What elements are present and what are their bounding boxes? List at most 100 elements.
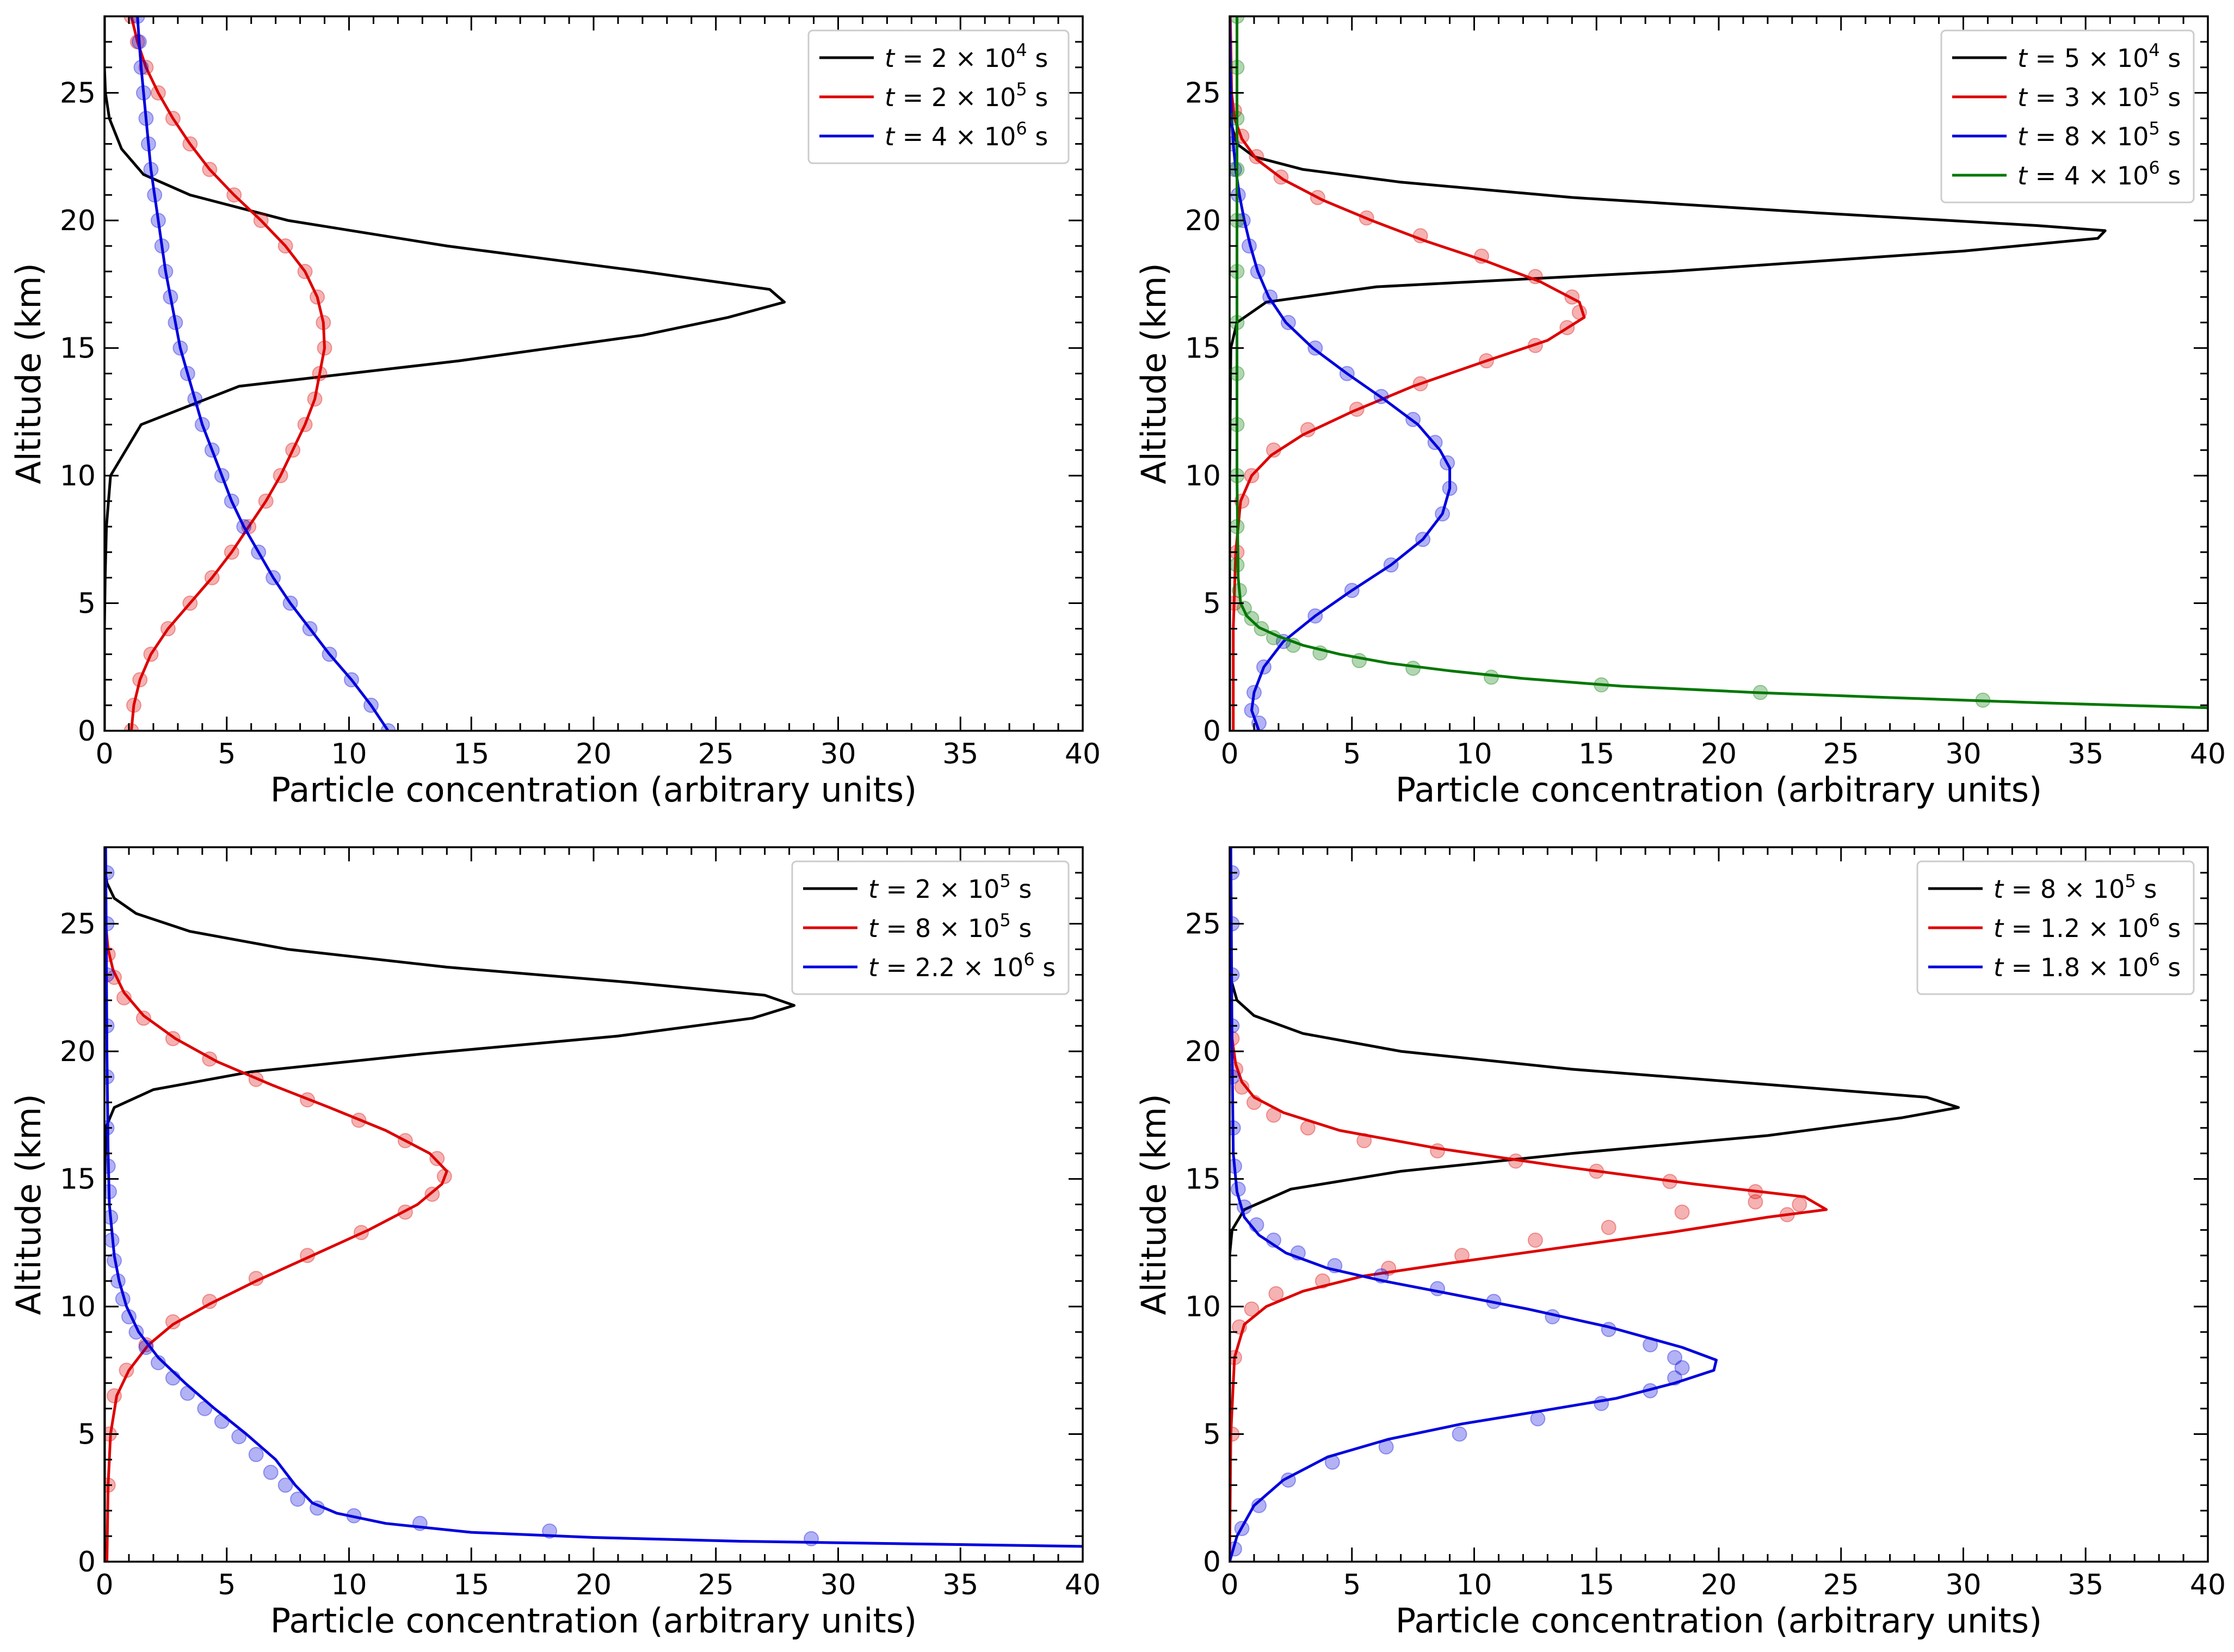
legend-unit: s	[1011, 874, 1032, 904]
series-line	[1230, 847, 1960, 1562]
series-line	[104, 847, 1083, 1548]
y-tick-label: 25	[60, 908, 96, 941]
x-tick-label: 40	[2190, 1569, 2226, 1601]
series-2	[1230, 16, 1587, 731]
legend-base: = 5 × 10	[2027, 44, 2149, 73]
legend-exp: 6	[1016, 118, 1027, 139]
legend-unit: s	[1035, 953, 1056, 982]
legend-label: t = 8 × 105 s	[2017, 118, 2181, 151]
legend-label: t = 4 × 106 s	[885, 118, 1048, 151]
legend-base: = 3 × 10	[2027, 83, 2149, 112]
legend-label: t = 8 × 105 s	[868, 910, 1032, 943]
data-point	[1483, 669, 1499, 685]
y-tick-label: 10	[60, 1291, 96, 1323]
series-2	[124, 16, 332, 731]
legend-t: t	[1994, 874, 2004, 904]
legend-unit: s	[2136, 874, 2157, 904]
series-line	[104, 847, 448, 1562]
x-axis-label: Particle concentration (arbitrary units)	[1396, 770, 2042, 810]
data-point	[277, 1477, 293, 1493]
legend-unit: s	[2160, 83, 2181, 112]
legend-t: t	[2017, 122, 2028, 151]
y-tick-label: 25	[1185, 77, 1221, 110]
x-tick-label: 0	[95, 738, 113, 770]
x-tick-label: 35	[942, 738, 978, 770]
legend-exp: 5	[2149, 118, 2159, 139]
legend-exp: 4	[2149, 40, 2159, 60]
series-2	[1230, 847, 1828, 1562]
legend-base: = 2 × 10	[894, 83, 1016, 112]
data-point	[263, 1464, 279, 1480]
y-tick-label: 5	[78, 588, 96, 620]
legend-t: t	[2017, 44, 2028, 73]
data-point	[429, 1151, 445, 1167]
legend-exp: 5	[1016, 79, 1027, 100]
y-tick-label: 0	[78, 715, 96, 748]
series-line	[1230, 16, 1586, 731]
y-tick-label: 0	[1203, 1546, 1221, 1579]
series-line	[104, 16, 786, 731]
legend-base: = 2 × 10	[878, 874, 999, 904]
y-axis-label: Altitude (km)	[9, 1094, 48, 1315]
x-tick-label: 20	[1701, 1569, 1737, 1601]
y-tick-label: 20	[60, 1035, 96, 1068]
legend-base: = 2.2 × 10	[878, 953, 1023, 982]
x-tick-label: 30	[820, 738, 856, 770]
legend-unit: s	[2160, 122, 2181, 151]
legend-label: t = 8 × 105 s	[1994, 871, 2157, 904]
x-tick-label: 40	[2190, 738, 2226, 770]
y-tick-label: 25	[1185, 908, 1221, 941]
x-tick-label: 40	[1065, 738, 1101, 770]
legend-exp: 6	[2149, 157, 2159, 178]
legend-base: = 8 × 10	[2003, 874, 2125, 904]
legend-label: t = 5 × 104 s	[2017, 40, 2181, 73]
legend-box	[1916, 860, 2195, 995]
x-tick-label: 10	[1456, 1569, 1492, 1601]
series-3	[129, 16, 396, 731]
legend-exp: 6	[2149, 949, 2159, 970]
ticks	[1229, 846, 2209, 1563]
data-point	[1452, 1426, 1467, 1442]
data-point	[1674, 1204, 1690, 1220]
x-tick-label: 15	[453, 738, 489, 770]
legend-unit: s	[2160, 161, 2181, 190]
data-point	[1244, 1301, 1260, 1317]
legend-unit: s	[1011, 914, 1032, 943]
x-tick-label: 0	[1220, 738, 1238, 770]
legend-base: = 2 × 10	[894, 44, 1016, 73]
data-point	[290, 1491, 306, 1507]
legend: t = 2 × 105 st = 8 × 105 st = 2.2 × 106 …	[791, 860, 1070, 995]
x-tick-label: 35	[942, 1569, 978, 1601]
legend-exp: 5	[2149, 79, 2159, 100]
x-tick-label: 20	[1701, 738, 1737, 770]
legend-t: t	[868, 953, 879, 982]
x-tick-label: 25	[698, 738, 734, 770]
data-point	[1405, 661, 1421, 676]
legend-base: = 4 × 10	[2027, 161, 2149, 190]
series-line	[129, 16, 326, 731]
series-1	[1230, 847, 1960, 1562]
x-tick-label: 40	[1065, 1569, 1101, 1601]
legend-exp: 5	[999, 910, 1010, 930]
legend-t: t	[885, 83, 896, 112]
series-1	[104, 847, 796, 1562]
y-axis-label: Altitude (km)	[1134, 1094, 1174, 1315]
data-point	[1674, 1360, 1690, 1376]
x-tick-label: 20	[576, 738, 612, 770]
y-tick-label: 20	[1185, 1035, 1221, 1068]
legend-t: t	[868, 874, 879, 904]
x-axis-label: Particle concentration (arbitrary units)	[1396, 1601, 2042, 1641]
data-point	[1792, 1197, 1807, 1212]
y-tick-label: 10	[1185, 1291, 1221, 1323]
y-tick-label: 25	[60, 77, 96, 110]
x-tick-label: 5	[218, 1569, 236, 1601]
x-tick-label: 25	[1823, 1569, 1859, 1601]
y-tick-label: 15	[60, 1163, 96, 1196]
series-line	[1236, 16, 2208, 710]
x-tick-label: 10	[1456, 738, 1492, 770]
x-axis-label: Particle concentration (arbitrary units)	[270, 770, 917, 810]
legend-t: t	[868, 914, 879, 943]
